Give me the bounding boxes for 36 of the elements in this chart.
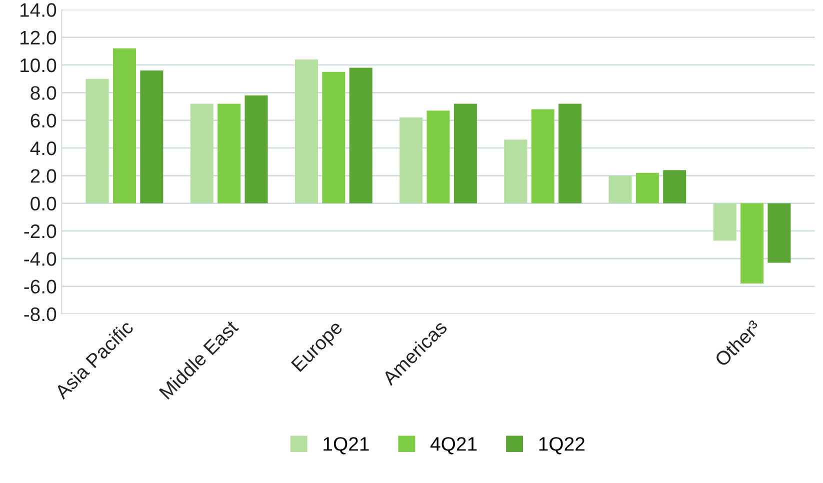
- bar: [608, 176, 632, 204]
- legend-label: 1Q21: [324, 437, 369, 454]
- bar: [768, 203, 791, 263]
- bar: [400, 118, 423, 204]
- y-tick-label: -4.0: [24, 252, 56, 266]
- y-tick-label: -6.0: [24, 280, 56, 294]
- y-tick-label: 4.0: [30, 141, 56, 156]
- bar: [112, 48, 136, 204]
- legend-label: 4Q21: [430, 437, 477, 454]
- y-tick-label: 12.0: [20, 30, 56, 45]
- legend-label: 1Q22: [539, 437, 584, 454]
- bar: [322, 72, 346, 204]
- bar: [531, 109, 554, 204]
- bar: [426, 110, 450, 204]
- bar: [713, 203, 736, 241]
- bar: [190, 104, 214, 204]
- y-tick-label: 0.0: [30, 196, 56, 211]
- bar: [663, 170, 686, 204]
- bar: [244, 95, 268, 204]
- y-tick-label: 8.0: [30, 86, 56, 100]
- y-tick-label: -2.0: [24, 224, 56, 238]
- bar: [558, 104, 582, 204]
- bar: [294, 59, 318, 204]
- y-tick-label: 6.0: [30, 114, 56, 128]
- bar: [740, 203, 764, 284]
- bar: [140, 70, 164, 204]
- bar: [218, 104, 241, 204]
- y-tick-label: 10.0: [20, 58, 56, 72]
- bar: [636, 172, 659, 204]
- bar: [349, 68, 372, 204]
- bar: [504, 140, 528, 204]
- y-tick-label: -8.0: [24, 307, 56, 322]
- bar: [454, 104, 477, 204]
- y-tick-label: 14.0: [20, 3, 56, 17]
- y-tick-label: 2.0: [30, 169, 56, 183]
- bar: [86, 78, 109, 204]
